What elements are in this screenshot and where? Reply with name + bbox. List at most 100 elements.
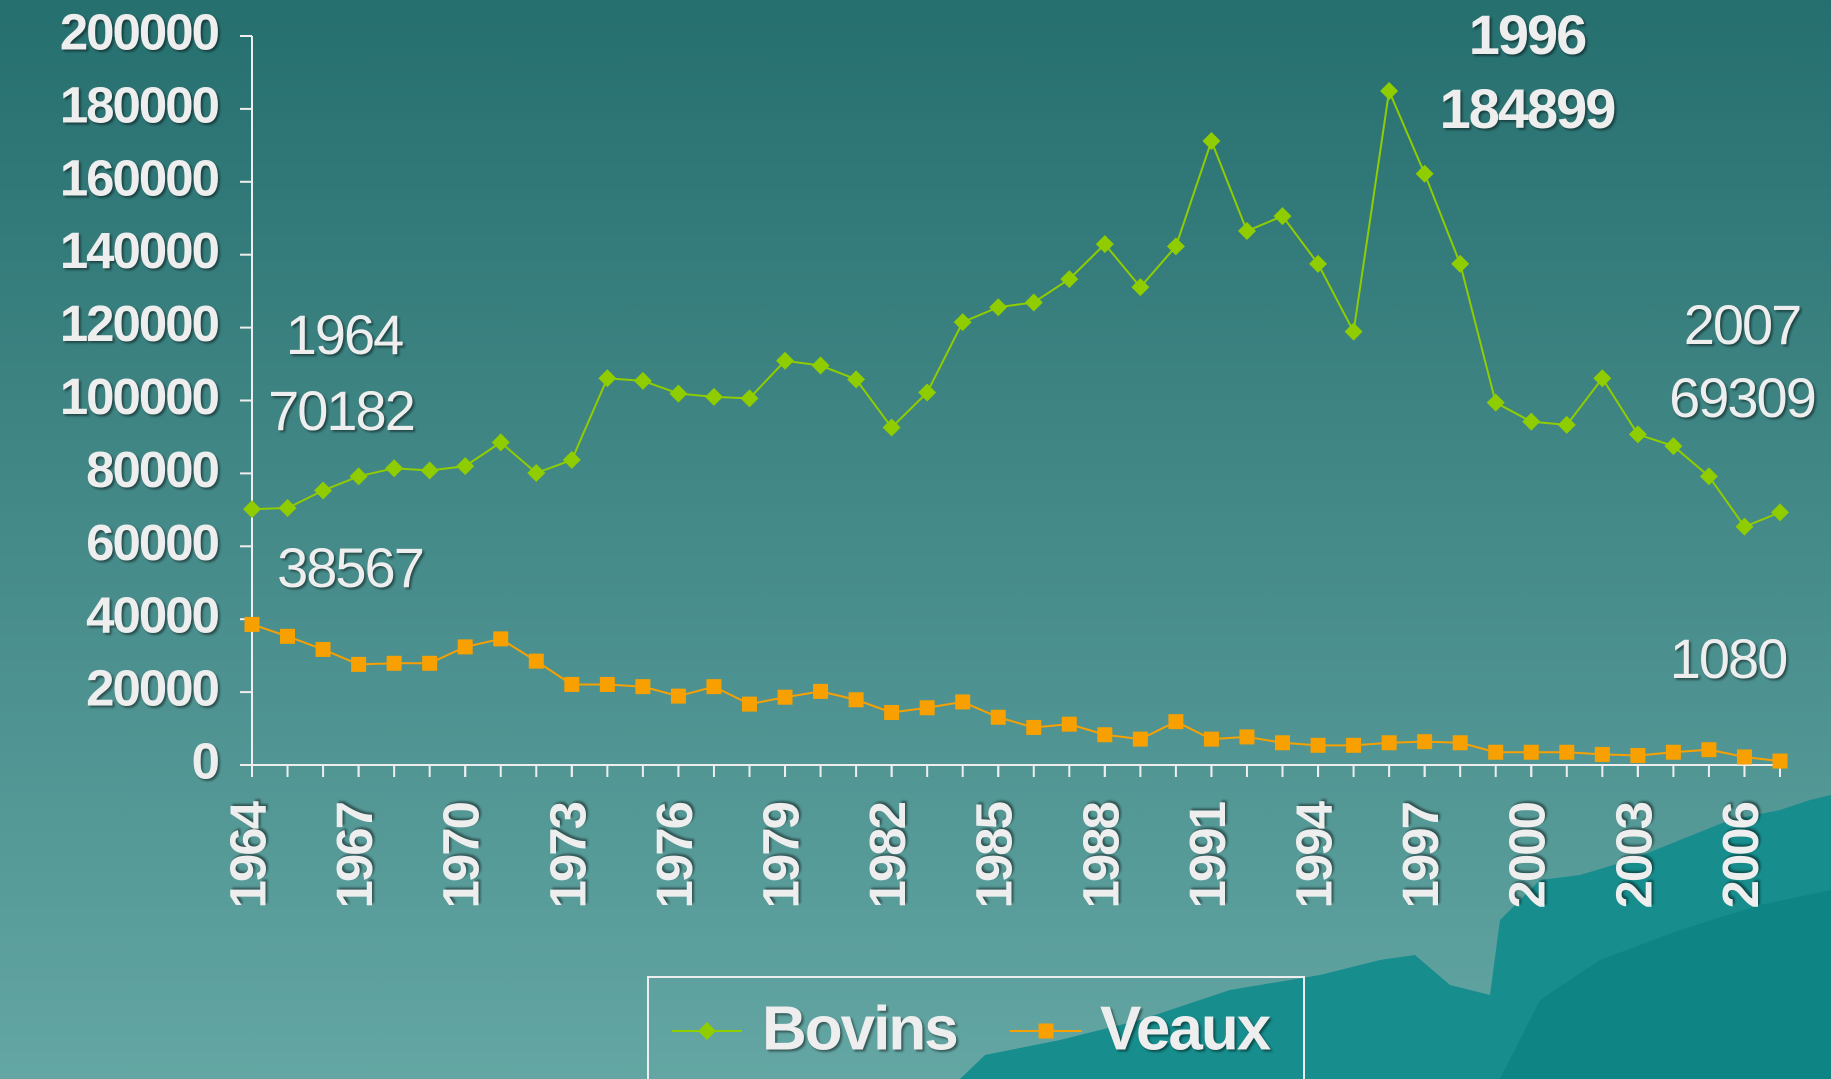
y-tick-label: 140000	[60, 222, 219, 279]
point	[953, 313, 972, 332]
point	[491, 433, 510, 452]
y-tick-label: 20000	[86, 660, 218, 717]
point	[989, 298, 1008, 317]
point	[1594, 746, 1610, 762]
y-tick-label: 180000	[60, 76, 219, 133]
point	[456, 457, 475, 476]
point	[278, 499, 297, 518]
legend-marker	[1038, 1023, 1054, 1039]
annotation: 69309	[1669, 366, 1815, 429]
point	[1344, 322, 1363, 341]
x-tick-label: 1985	[966, 802, 1023, 908]
point	[1736, 749, 1752, 765]
annotation: 184899	[1440, 77, 1616, 140]
x-tick-label: 1979	[752, 802, 809, 908]
point	[457, 639, 473, 655]
x-tick-label: 1988	[1072, 802, 1129, 908]
point	[1628, 425, 1647, 444]
point	[493, 631, 509, 647]
point	[1380, 82, 1399, 101]
point	[1664, 437, 1683, 456]
point	[1026, 719, 1042, 735]
x-tick-label: 1964	[219, 800, 276, 908]
point	[1701, 742, 1717, 758]
point	[919, 700, 935, 716]
point	[527, 464, 546, 483]
x-tick-label: 1967	[326, 802, 383, 908]
point	[1061, 716, 1077, 732]
y-tick-label: 100000	[60, 368, 219, 425]
annotation: 1080	[1670, 627, 1787, 690]
point	[776, 351, 795, 370]
point	[1735, 517, 1754, 536]
y-tick-label: 0	[192, 732, 219, 789]
point	[813, 683, 829, 699]
point	[315, 641, 331, 657]
x-tick-label: 2006	[1712, 802, 1769, 908]
mountain-shade	[1500, 890, 1831, 1079]
x-tick-label: 1973	[539, 802, 596, 908]
point	[386, 655, 402, 671]
point	[1699, 467, 1718, 486]
point	[422, 655, 438, 671]
point	[740, 389, 759, 408]
point	[1275, 735, 1291, 751]
series-line	[251, 87, 1781, 528]
point	[1239, 729, 1255, 745]
legend-marker	[698, 1022, 716, 1040]
point	[528, 653, 544, 669]
x-tick-label: 2003	[1605, 802, 1662, 908]
point	[847, 370, 866, 389]
annotation: 1964	[286, 303, 403, 366]
y-tick-label: 80000	[86, 441, 218, 498]
x-tick-label: 2000	[1499, 802, 1556, 908]
point	[1523, 744, 1539, 760]
point	[1060, 270, 1079, 289]
point	[1381, 735, 1397, 751]
point	[598, 369, 617, 388]
point	[990, 709, 1006, 725]
x-tick-label: 1982	[859, 802, 916, 908]
point	[918, 383, 937, 402]
annotation: 38567	[277, 536, 423, 599]
point	[1168, 714, 1184, 730]
point	[706, 679, 722, 695]
plot-area: 0 20000 40000 60000 80000 100000 120000 140000 1…	[60, 3, 1817, 909]
x-tick-label: 1976	[646, 802, 703, 908]
point	[811, 356, 830, 375]
y-tick-label: 160000	[60, 149, 219, 206]
point	[1310, 737, 1326, 753]
point	[1132, 731, 1148, 747]
y-tick-label: 120000	[60, 295, 219, 352]
point	[955, 694, 971, 710]
x-tick-label: 1970	[433, 802, 490, 908]
point	[385, 459, 404, 478]
point	[1131, 278, 1150, 297]
point	[704, 387, 723, 406]
point	[1559, 744, 1575, 760]
legend-label: Veaux	[1100, 994, 1272, 1063]
point	[243, 500, 261, 519]
point	[882, 418, 901, 437]
point	[1417, 734, 1433, 750]
point	[1097, 727, 1113, 743]
point	[777, 689, 793, 705]
x-tick-label: 1997	[1392, 802, 1449, 908]
point	[1452, 735, 1468, 751]
y-tick-label: 60000	[86, 514, 218, 571]
point	[848, 692, 864, 708]
point	[244, 616, 260, 632]
legend-box	[647, 976, 1305, 1079]
annotation: 1996	[1469, 3, 1586, 66]
point	[884, 705, 900, 721]
point	[1346, 737, 1362, 753]
point	[280, 628, 296, 644]
point	[564, 676, 580, 692]
annotation: 2007	[1684, 293, 1801, 356]
point	[1095, 235, 1114, 254]
x-tick-label: 1994	[1286, 800, 1343, 908]
point	[1309, 254, 1328, 273]
point	[1202, 131, 1221, 150]
point	[1451, 254, 1470, 273]
